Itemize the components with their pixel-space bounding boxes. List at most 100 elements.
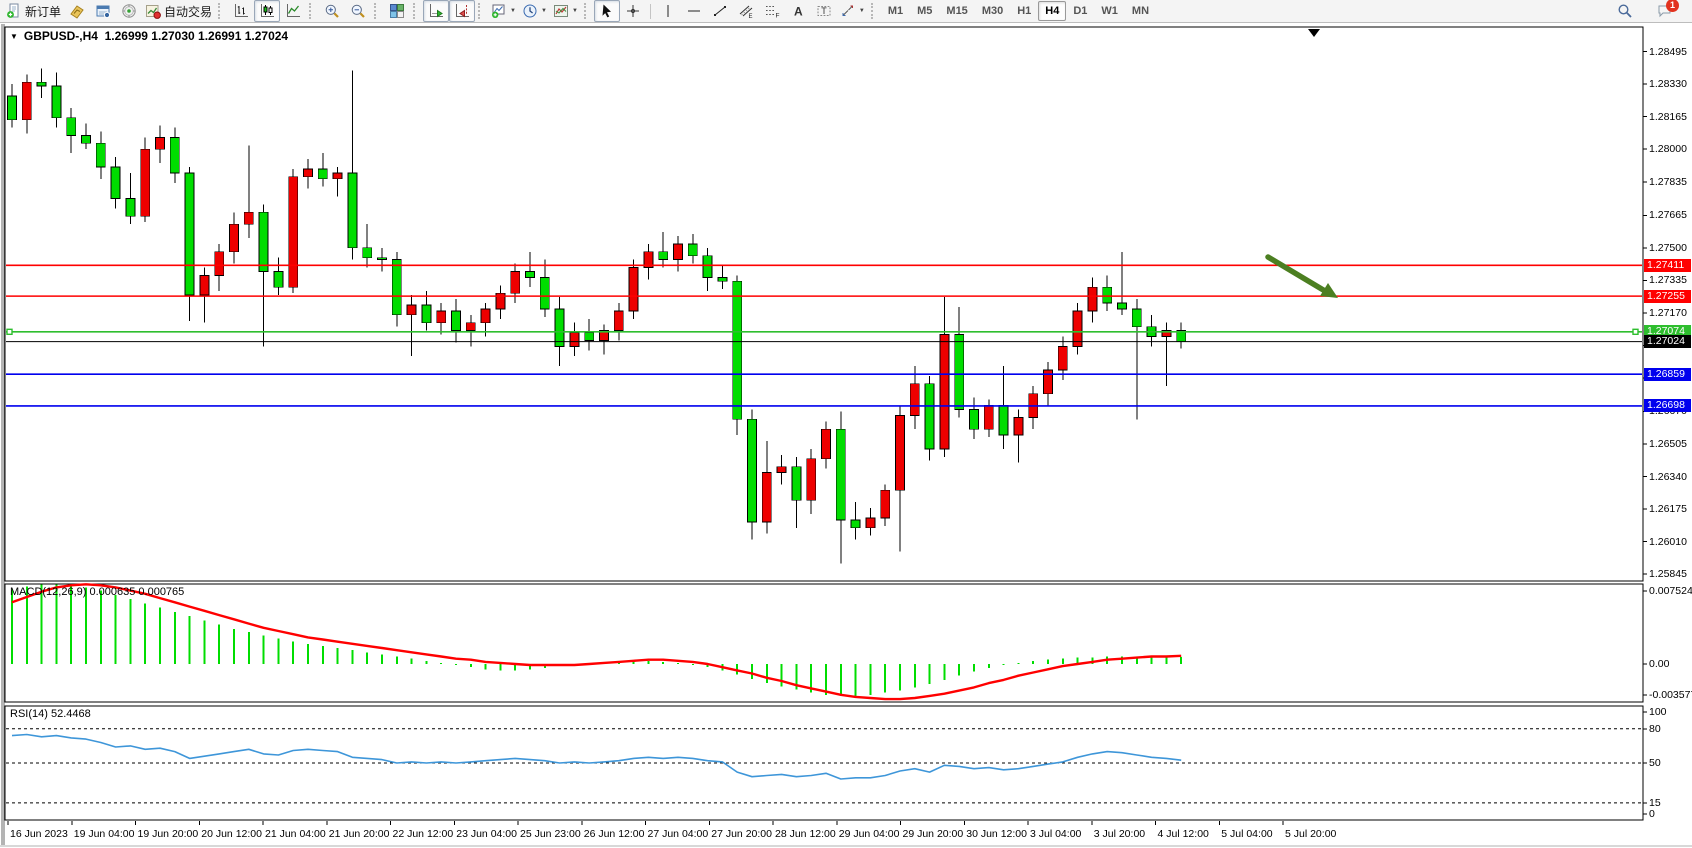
- toolbar-grip: [413, 3, 419, 19]
- rsi-line: [11, 733, 1182, 780]
- timeframe-w1[interactable]: W1: [1101, 5, 1118, 17]
- candle-body-up: [821, 428, 831, 460]
- candle-body-up: [155, 137, 165, 150]
- time-axis-label: 30 Jun 12:00: [966, 828, 1027, 840]
- timeframe-h1[interactable]: H1: [1017, 5, 1032, 17]
- auto-trading-icon: [145, 3, 161, 19]
- time-axis-label: 19 Jun 04:00: [73, 828, 135, 840]
- candle-body-up: [243, 211, 254, 225]
- svg-text:A: A: [794, 5, 803, 19]
- data-window-icon: [95, 3, 111, 19]
- toolbar-button-search[interactable]: [1612, 0, 1638, 22]
- price-axis-label: 1.28000: [1649, 143, 1687, 156]
- time-axis-label: 21 Jun 04:00: [265, 828, 326, 840]
- candle-body-down: [1102, 286, 1113, 304]
- timeframe-m5[interactable]: M5: [917, 5, 933, 17]
- time-axis-label: 3 Jul 04:00: [1030, 828, 1082, 840]
- window-left-edge: [1, 24, 5, 845]
- chevron-down-icon: ▼: [510, 8, 516, 14]
- timeframe-m1[interactable]: M1: [887, 5, 904, 17]
- toolbar-button-auto-trading[interactable]: 自动交易: [142, 0, 215, 22]
- toolbar-button-tile-windows[interactable]: [384, 0, 410, 22]
- candle-body-down: [835, 428, 846, 521]
- cursor-icon: [599, 3, 615, 19]
- candle-body-up: [909, 383, 920, 416]
- templates-icon: [553, 3, 569, 19]
- toolbar-button-market-watch[interactable]: [64, 0, 90, 22]
- svg-text:F: F: [775, 13, 779, 20]
- candle-body-down: [451, 310, 461, 332]
- toolbar-button-fibonacci-retracement[interactable]: F: [759, 0, 785, 22]
- timeframe-mn[interactable]: MN: [1131, 5, 1150, 17]
- label-icon: T: [816, 3, 832, 19]
- candle-body-down: [658, 251, 669, 261]
- candle-body-up: [569, 332, 580, 347]
- timeframe-m15[interactable]: M15: [946, 5, 968, 17]
- candle-body-up: [643, 251, 654, 268]
- chart-shift-marker[interactable]: [1308, 29, 1320, 37]
- chart-dropdown-icon[interactable]: ▼: [10, 31, 18, 41]
- candle-body-up: [776, 466, 787, 473]
- candle-body-up: [628, 267, 639, 312]
- toolbar-button-zoom-out[interactable]: [345, 0, 371, 22]
- toolbar-button-horizontal-line[interactable]: [681, 0, 707, 22]
- timeframe-d1[interactable]: D1: [1073, 5, 1088, 17]
- svg-text:E: E: [748, 14, 752, 19]
- toolbar-button-cursor[interactable]: [593, 0, 620, 22]
- toolbar-button-periods[interactable]: ▼: [519, 0, 550, 22]
- toolbar-button-chat[interactable]: 1: [1652, 0, 1679, 22]
- annotation-arrow-head[interactable]: [1320, 283, 1338, 298]
- candlestick-icon: [259, 3, 275, 19]
- chart-ohlc-title[interactable]: ▼ GBPUSD-,H4 1.26999 1.27030 1.26991 1.27…: [10, 29, 288, 43]
- toolbar-button-data-window[interactable]: [90, 0, 116, 22]
- candle-body-up: [983, 405, 994, 430]
- toolbar-button-arrow-objects[interactable]: ▼: [837, 0, 868, 22]
- candle-body-down: [169, 137, 180, 174]
- toolbar-button-candlestick-chart[interactable]: [254, 0, 281, 22]
- channel-icon: E: [738, 3, 754, 19]
- toolbar-button-new-order[interactable]: 新订单: [3, 0, 64, 22]
- candle-body-up: [1072, 310, 1083, 347]
- toolbar-button-chart-shift[interactable]: [449, 0, 476, 22]
- toolbar-button-zoom-in[interactable]: [319, 0, 345, 22]
- candle-body-down: [391, 259, 402, 316]
- hline-handle-left[interactable]: [6, 328, 13, 335]
- candle-body-up: [303, 168, 313, 178]
- candle-body-down: [732, 280, 743, 420]
- candle-body-down: [421, 304, 432, 324]
- toolbar-button-templates[interactable]: ▼: [550, 0, 581, 22]
- candle-body-down: [81, 135, 91, 144]
- candle-body-down: [584, 332, 595, 341]
- toolbar-button-text-label[interactable]: T: [811, 0, 837, 22]
- candle-body-down: [1131, 308, 1142, 328]
- toolbar-grip: [870, 3, 877, 19]
- text-icon: A: [790, 3, 806, 19]
- hline-handle-right[interactable]: [1632, 328, 1639, 335]
- macd-signal-line: [11, 583, 1182, 701]
- time-axis-label: 27 Jun 20:00: [711, 828, 772, 840]
- candle-body-up: [510, 271, 521, 294]
- toolbar-button-vertical-line[interactable]: [655, 0, 681, 22]
- candle-body-down: [998, 405, 1009, 436]
- periods-icon: [522, 3, 538, 19]
- timeframe-h4[interactable]: H4: [1038, 1, 1067, 21]
- toolbar-button-bar-chart[interactable]: [228, 0, 254, 22]
- candle-body-down: [110, 166, 121, 199]
- candle-body-down: [258, 211, 269, 272]
- toolbar-button-navigator[interactable]: [116, 0, 142, 22]
- toolbar-button-line-chart[interactable]: [280, 0, 306, 22]
- candle-body-down: [347, 172, 358, 249]
- current-price-badge: 1.27024: [1644, 335, 1691, 349]
- toolbar-button-auto-scroll[interactable]: [423, 0, 450, 22]
- toolbar-button-trendline[interactable]: [707, 0, 733, 22]
- toolbar-button-crosshair[interactable]: [620, 0, 646, 22]
- toolbar-button-equidistant-channel[interactable]: E: [733, 0, 759, 22]
- annotation-arrow-shaft[interactable]: [1265, 254, 1328, 294]
- price-badge-resistance-1: 1.27411: [1644, 258, 1691, 272]
- toolbar-button-new-chart[interactable]: ▼: [488, 0, 519, 22]
- toolbar-button-text[interactable]: A: [785, 0, 811, 22]
- timeframe-m30[interactable]: M30: [981, 5, 1004, 17]
- candle-body-down: [954, 334, 965, 410]
- time-axis-label: 3 Jul 20:00: [1093, 828, 1146, 840]
